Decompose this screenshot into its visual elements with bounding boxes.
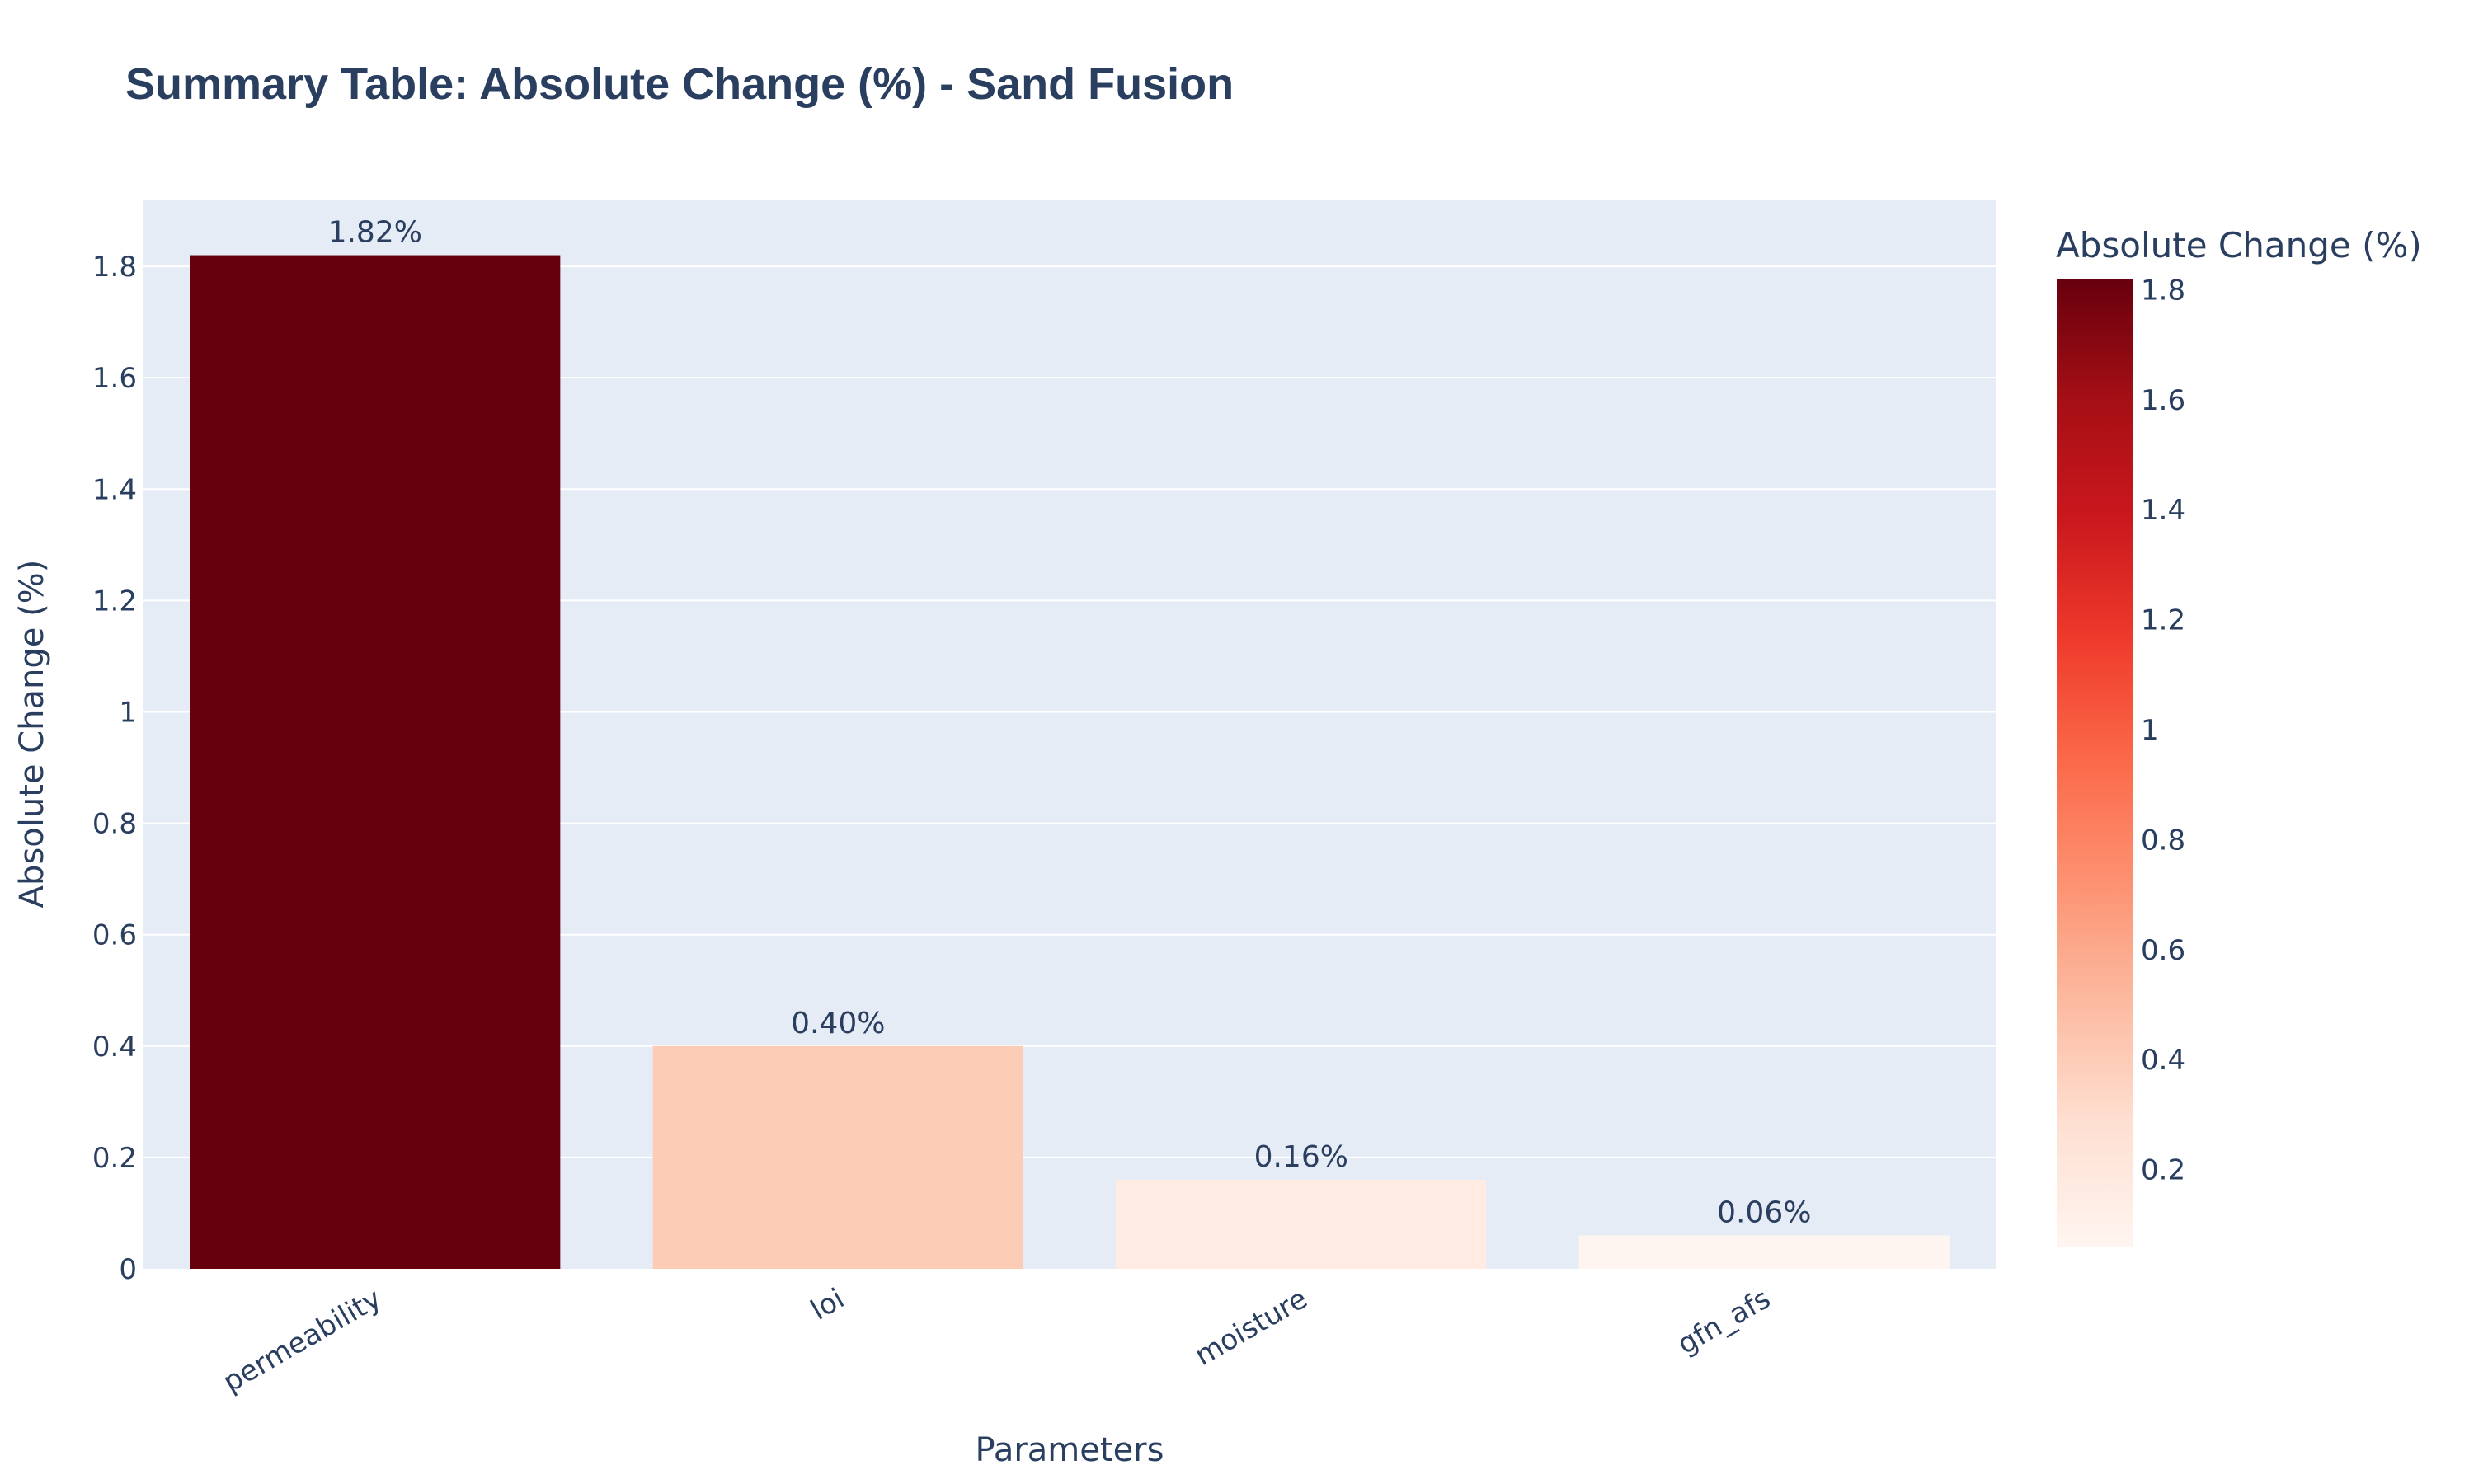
bar	[1578, 1235, 1950, 1269]
x-tick-label: loi	[805, 1282, 849, 1327]
colorbar: Absolute Change (%) 0.2 0.4 0.6 0.8 1 1.2 1.4 1…	[2056, 225, 2422, 1247]
bar	[190, 255, 561, 1269]
y-tick-label: 0.4	[92, 1031, 137, 1064]
colorbar-tick-label: 0.8	[2141, 824, 2185, 857]
y-tick-label: 0	[119, 1253, 137, 1286]
x-tick-label: permeability	[218, 1282, 387, 1399]
colorbar-tick-label: 0.4	[2141, 1044, 2185, 1077]
bar	[1116, 1179, 1487, 1269]
bars	[190, 255, 1950, 1269]
y-tick-label: 0.8	[92, 808, 137, 841]
colorbar-tick-label: 1.6	[2141, 384, 2185, 417]
x-tick-label: moisture	[1189, 1282, 1313, 1373]
colorbar-tick-label: 1.4	[2141, 494, 2185, 527]
y-tick-label: 1.4	[92, 473, 137, 506]
bar-value-label: 1.82%	[328, 216, 422, 250]
colorbar-tick-label: 1	[2141, 714, 2159, 747]
y-tick-label: 1.6	[92, 362, 137, 395]
colorbar-ticks: 0.2 0.4 0.6 0.8 1 1.2 1.4 1.6 1.8	[2141, 274, 2185, 1186]
bar-value-label: 0.16%	[1254, 1140, 1348, 1174]
y-tick-label: 1.8	[92, 251, 137, 284]
colorbar-tick-label: 1.2	[2141, 604, 2185, 637]
bar-value-label: 0.06%	[1717, 1195, 1811, 1229]
colorbar-tick-label: 0.6	[2141, 934, 2185, 967]
colorbar-gradient	[2057, 279, 2133, 1247]
chart-title: Summary Table: Absolute Change (%) - San…	[125, 59, 1234, 109]
colorbar-title: Absolute Change (%)	[2056, 225, 2422, 265]
y-axis-ticks: 0 0.2 0.4 0.6 0.8 1 1.2 1.4 1.6 1.8	[92, 251, 137, 1286]
x-axis-ticks: permeability loi moisture gfn_afs	[218, 1282, 1776, 1399]
y-tick-label: 0.6	[92, 919, 137, 952]
y-axis-title: Absolute Change (%)	[13, 560, 51, 909]
y-tick-label: 0.2	[92, 1142, 137, 1175]
bar-data-labels: 1.82% 0.40% 0.16% 0.06%	[328, 216, 1812, 1230]
x-tick-label: gfn_afs	[1672, 1282, 1776, 1361]
y-tick-label: 1	[119, 696, 137, 729]
bar-value-label: 0.40%	[791, 1007, 885, 1040]
colorbar-tick-label: 0.2	[2141, 1154, 2185, 1187]
bar	[652, 1045, 1023, 1269]
colorbar-tick-label: 1.8	[2141, 274, 2185, 307]
y-tick-label: 1.2	[92, 585, 137, 618]
x-axis-title: Parameters	[976, 1431, 1164, 1469]
